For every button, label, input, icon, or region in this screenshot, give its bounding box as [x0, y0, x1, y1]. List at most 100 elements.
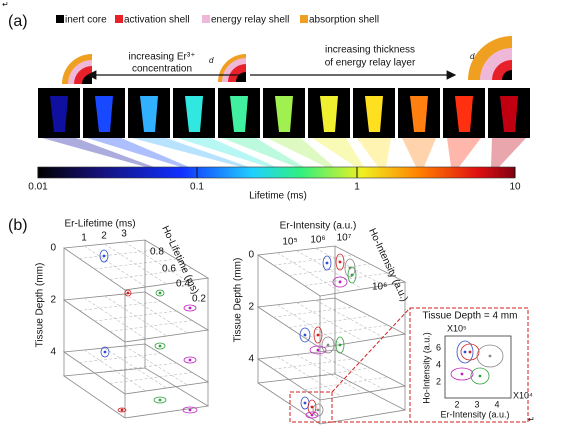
point	[126, 291, 130, 295]
grid-line	[288, 367, 371, 380]
point	[158, 344, 162, 348]
cluster	[476, 344, 504, 368]
tick-label: 2	[454, 399, 459, 409]
point	[326, 343, 330, 347]
point	[325, 261, 329, 265]
grid-line	[124, 293, 188, 334]
sample	[455, 96, 473, 132]
tick-label: 0.8	[150, 247, 164, 258]
point	[303, 401, 307, 405]
legend-label: activation shell	[124, 15, 190, 26]
arrow-label: increasing Er³⁺	[129, 52, 196, 63]
tick-label: 2	[436, 376, 441, 386]
tick-label: 6	[436, 342, 441, 352]
point	[316, 408, 320, 412]
grid-line	[288, 315, 371, 328]
tick-label: 0.4	[176, 279, 190, 290]
grid-line	[315, 247, 384, 286]
point	[316, 333, 320, 337]
left-3d-plot	[62, 239, 210, 419]
axis-label: Tissue Depth (mm)	[233, 258, 244, 343]
tick-label: 10⁶	[310, 235, 325, 246]
beam	[87, 138, 189, 167]
tick-label: 3	[474, 399, 479, 409]
point	[103, 350, 107, 354]
d-label: d	[470, 52, 475, 61]
return-mark: ↵	[2, 0, 9, 9]
shell	[236, 72, 246, 82]
beam	[132, 138, 249, 167]
cluster	[344, 258, 356, 278]
grid-line	[94, 362, 177, 374]
tick-label: 0.2	[192, 294, 206, 305]
point	[468, 350, 472, 354]
beam	[222, 138, 304, 167]
axis-label: Er-Lifetime (ms)	[64, 219, 135, 230]
axis-label: Er-Intensity (a.u.)	[280, 221, 357, 232]
point	[188, 358, 192, 362]
point	[338, 260, 342, 264]
beam	[267, 138, 334, 167]
colorbar-label: Lifetime (ms)	[249, 191, 307, 202]
grid-line	[273, 306, 353, 318]
point	[188, 306, 192, 310]
tick-label: 1	[81, 233, 87, 244]
axis-label: Er-Intensity (a.u.)	[440, 409, 509, 419]
grid-line	[288, 263, 371, 276]
sample	[140, 96, 158, 132]
grid-line	[124, 345, 188, 386]
arrow-label: of energy relay layer	[325, 58, 416, 69]
panel-label: (a)	[8, 13, 28, 30]
cluster	[183, 356, 197, 364]
beam	[357, 138, 391, 167]
cluster	[313, 326, 323, 344]
point	[478, 374, 482, 378]
sample	[320, 96, 338, 132]
tick-label: 0.1	[190, 182, 204, 193]
inset-title: Tissue Depth = 4 mm	[423, 311, 518, 322]
tick-label: 2	[248, 302, 254, 313]
point	[310, 413, 314, 417]
colorbar	[37, 166, 516, 179]
point	[188, 408, 192, 412]
tick-label: 0.01	[28, 182, 48, 193]
inset-frame	[409, 307, 529, 423]
grid-line	[109, 372, 193, 384]
tick-label: 2	[101, 231, 107, 242]
point	[463, 350, 467, 354]
cluster	[154, 342, 166, 350]
beams	[42, 138, 526, 167]
cluster	[321, 336, 335, 354]
tick-label: 0.6	[162, 264, 176, 275]
cluster	[335, 253, 345, 271]
grid-line	[315, 299, 384, 338]
sample	[365, 96, 383, 132]
cluster	[100, 346, 110, 358]
tick-label: 4	[50, 347, 56, 358]
plane	[256, 373, 407, 425]
tick-label: 0	[248, 250, 254, 261]
point	[316, 348, 320, 352]
sample	[50, 96, 68, 132]
point	[102, 254, 106, 258]
tick-label: 10	[509, 182, 521, 193]
zoom-box	[289, 391, 333, 423]
axis-label: Tissue Depth (mm)	[35, 263, 46, 348]
panel-label: (b)	[8, 217, 28, 234]
grid-line	[124, 241, 188, 282]
grid-line	[296, 302, 363, 342]
grid-line	[304, 324, 388, 339]
point	[338, 280, 342, 284]
legend-label: absorption shell	[309, 15, 379, 26]
sample	[275, 96, 293, 132]
point	[338, 343, 342, 347]
cluster	[153, 396, 167, 404]
beam	[42, 138, 154, 167]
plane	[62, 367, 210, 419]
scale-label: X10⁵	[447, 323, 467, 333]
d-label: d	[209, 56, 214, 65]
point	[158, 398, 162, 402]
cluster	[347, 266, 357, 284]
cluster	[99, 249, 109, 263]
